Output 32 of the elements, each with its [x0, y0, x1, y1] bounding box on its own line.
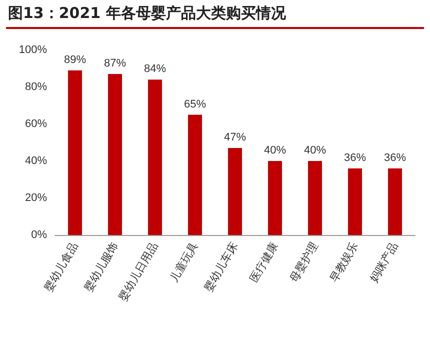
bar [388, 168, 402, 235]
bar [348, 168, 362, 235]
data-label: 36% [344, 152, 366, 164]
data-label: 36% [384, 152, 406, 164]
data-label: 47% [224, 132, 246, 144]
data-label: 87% [104, 58, 126, 70]
data-label: 40% [304, 144, 326, 156]
y-tick-label: 20% [24, 192, 48, 204]
x-tick-label: 医疗健康 [247, 240, 281, 284]
bar [68, 70, 82, 235]
data-label: 84% [144, 63, 166, 76]
x-tick-label: 早教娱乐 [327, 240, 361, 284]
y-tick-label: 0% [31, 229, 48, 241]
data-label: 40% [264, 144, 286, 156]
bar [308, 161, 322, 235]
data-label: 65% [184, 98, 206, 110]
bar [268, 161, 282, 235]
y-tick-label: 40% [24, 155, 48, 167]
bar [188, 114, 202, 235]
y-tick-label: 60% [24, 118, 48, 130]
x-tick-label: 儿童玩具 [167, 240, 201, 284]
data-label: 89% [64, 54, 86, 66]
y-tick-label: 100% [18, 44, 48, 56]
x-tick-label: 母婴护理 [287, 240, 321, 284]
bar [148, 80, 162, 235]
x-tick-label: 婴幼儿车床 [202, 240, 241, 294]
x-tick-label: 婴幼儿食品 [42, 240, 81, 294]
chart-title: 图13：2021 年各母婴产品大类购买情况 [8, 4, 286, 23]
x-tick-label: 妈咪产品 [367, 240, 401, 284]
bar [228, 148, 242, 235]
y-tick-label: 80% [24, 81, 48, 93]
bar [108, 74, 122, 235]
